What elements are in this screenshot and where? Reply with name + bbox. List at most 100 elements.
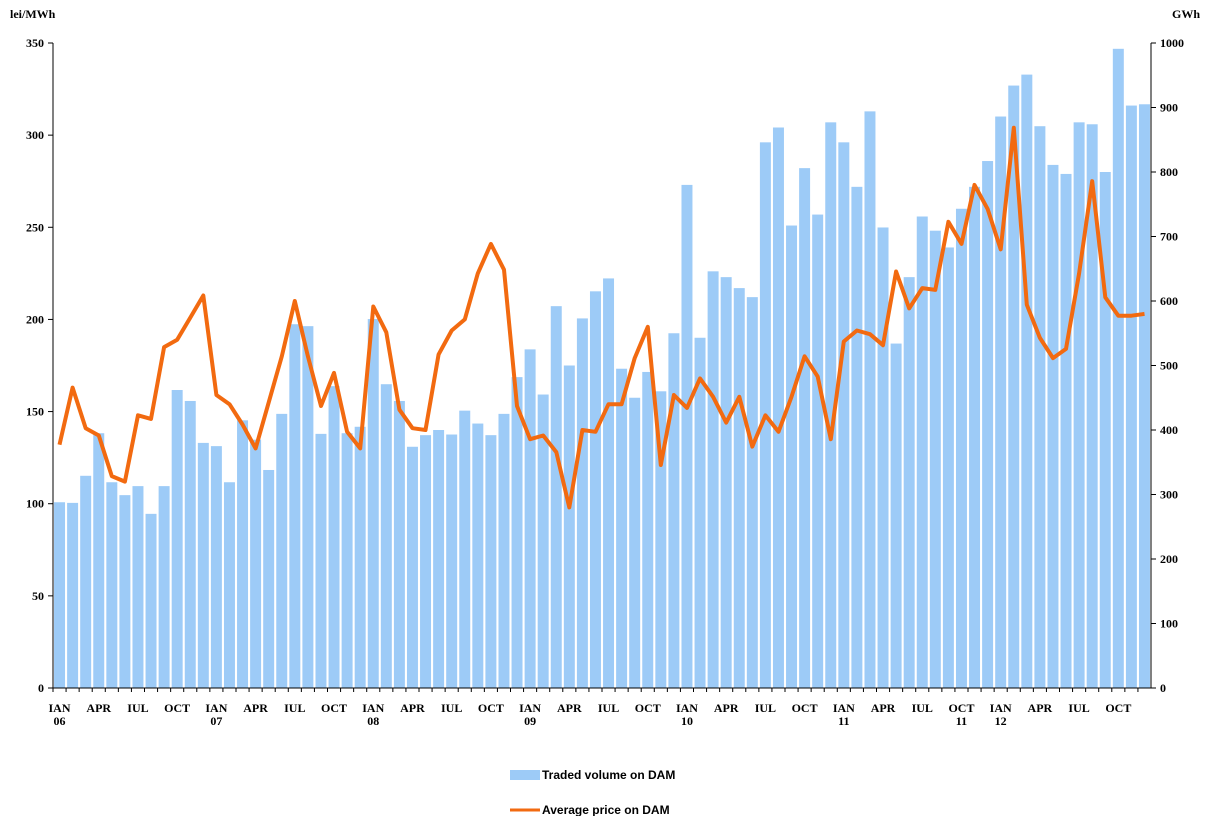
x-tick-label: IUL — [127, 701, 148, 715]
y2-tick-label: 500 — [1160, 359, 1178, 373]
x-tick-label: IUL — [441, 701, 462, 715]
bar — [589, 291, 601, 688]
bar — [1034, 126, 1046, 688]
bar — [537, 394, 549, 688]
x-tick-label: IAN 12 — [990, 701, 1012, 728]
bar — [472, 423, 484, 688]
x-tick-label: IAN 06 — [49, 701, 71, 728]
bar — [642, 371, 654, 688]
y-tick-label: 100 — [26, 497, 44, 511]
y-tick-label: 0 — [38, 681, 44, 695]
x-tick-label: APR — [1028, 701, 1053, 715]
bar — [446, 434, 458, 688]
bar — [1008, 85, 1020, 688]
bar — [694, 337, 706, 688]
y-tick-label: 350 — [26, 36, 44, 50]
bar — [237, 420, 249, 688]
bar — [563, 365, 575, 688]
bar — [145, 513, 157, 688]
y2-tick-label: 100 — [1160, 617, 1178, 631]
bar — [629, 397, 641, 688]
bar — [406, 446, 418, 688]
bar — [825, 122, 837, 688]
bar — [969, 186, 981, 688]
bar — [210, 446, 222, 688]
bar — [916, 216, 928, 688]
bar — [158, 486, 170, 688]
x-tick-label: IUL — [598, 701, 619, 715]
bar — [511, 377, 523, 688]
bar — [1099, 172, 1111, 688]
bar — [132, 486, 144, 688]
bar — [276, 413, 288, 688]
x-tick-label: APR — [86, 701, 111, 715]
bar — [668, 333, 680, 688]
y-tick-label: 300 — [26, 128, 44, 142]
x-tick-label: IAN 10 — [676, 701, 698, 728]
y2-tick-label: 600 — [1160, 294, 1178, 308]
bar — [812, 214, 824, 688]
x-tick-label: OCT — [1105, 701, 1131, 715]
bar — [864, 111, 876, 689]
bar — [851, 186, 863, 688]
bar — [223, 482, 235, 688]
bar — [93, 433, 105, 688]
bar — [799, 168, 811, 688]
legend-label: Average price on DAM — [542, 803, 670, 816]
y-tick-label: 50 — [32, 589, 44, 603]
x-tick-label: OCT 11 — [948, 701, 974, 728]
legend: Traded volume on DAM Average price on DAM — [510, 768, 675, 816]
bar — [655, 391, 667, 688]
bar — [1086, 124, 1098, 688]
x-tick-label: APR — [714, 701, 739, 715]
bar — [603, 278, 615, 688]
bar — [576, 318, 588, 688]
bar — [302, 326, 314, 688]
bar — [786, 225, 798, 688]
bar — [1112, 48, 1124, 689]
bar — [524, 349, 536, 688]
bar — [995, 116, 1007, 688]
bar — [171, 390, 183, 688]
x-tick-label: IAN 09 — [519, 701, 541, 728]
bar — [328, 386, 340, 688]
bar — [1021, 74, 1033, 689]
legend-swatch — [510, 770, 540, 780]
y2-tick-label: 200 — [1160, 552, 1178, 566]
x-tick-label: IUL — [755, 701, 776, 715]
bar — [720, 277, 732, 688]
y-tick-label: 200 — [26, 312, 44, 326]
bar — [184, 400, 196, 688]
x-tick-label: IUL — [1068, 701, 1089, 715]
y-tick-label: 150 — [26, 405, 44, 419]
bar — [380, 384, 392, 688]
y2-tick-label: 1000 — [1160, 36, 1184, 50]
x-tick-label: APR — [871, 701, 896, 715]
line — [57, 125, 1145, 510]
bar — [197, 442, 209, 688]
bar — [250, 439, 262, 688]
bar — [616, 368, 628, 688]
bar — [942, 247, 954, 688]
bar — [119, 495, 131, 688]
bar — [289, 324, 301, 688]
x-tick-label: IUL — [912, 701, 933, 715]
y2-tick-label: 700 — [1160, 230, 1178, 244]
bar — [550, 306, 562, 688]
bar — [341, 433, 353, 688]
y2-axis-label: GWh — [1172, 7, 1200, 21]
bar — [393, 400, 405, 688]
y2-tick-label: 300 — [1160, 488, 1178, 502]
y2-tick-label: 900 — [1160, 101, 1178, 115]
x-tick-label: APR — [557, 701, 582, 715]
bar — [746, 297, 758, 688]
x-tick-label: APR — [243, 701, 268, 715]
bar — [263, 469, 275, 688]
bar — [838, 142, 850, 688]
bar — [459, 410, 471, 688]
bar — [733, 288, 745, 688]
legend-label: Traded volume on DAM — [542, 768, 675, 782]
y2-tick-label: 800 — [1160, 165, 1178, 179]
bar — [772, 127, 784, 689]
